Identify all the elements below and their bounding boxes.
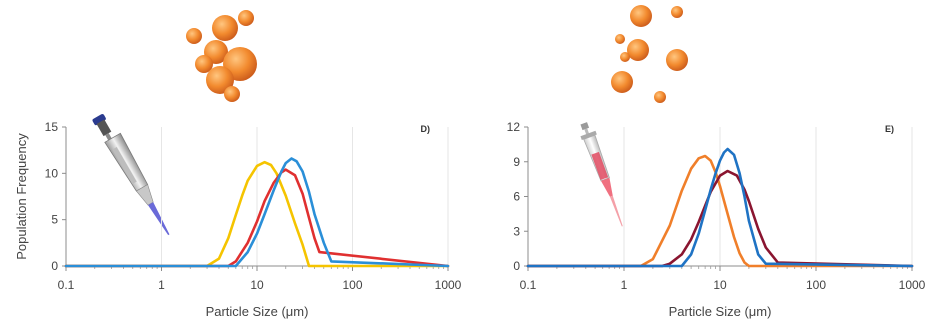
y-tick-label: 10 [45, 166, 59, 180]
y-tick-label: 5 [51, 213, 58, 227]
x-tick-label: 0.1 [58, 278, 75, 292]
y-tick-label: 0 [51, 259, 58, 273]
series-line-1 [526, 154, 914, 268]
series-line-3 [526, 147, 914, 268]
series-line-1 [64, 160, 450, 268]
grid-lines [527, 127, 913, 266]
y-tick-label: 12 [507, 120, 521, 134]
y-tick-label: 6 [513, 190, 520, 204]
agglomerated-particles-illustration [186, 10, 257, 102]
x-tick-label: 10 [250, 278, 264, 292]
x-tick-label: 100 [342, 278, 362, 292]
chart-panel-d: 0.1 1 10 100 1000 0 5 10 15 D) Particle Size (μm) P… [14, 120, 462, 319]
pipette-icon [92, 114, 170, 236]
y-axis-label: Population Frequency [14, 133, 29, 260]
x-axis-label: Particle Size (μm) [669, 304, 772, 319]
x-axis-label: Particle Size (μm) [206, 304, 309, 319]
panel-label: E) [885, 124, 894, 134]
x-tick-label: 1000 [435, 278, 462, 292]
x-tick-label: 10 [713, 278, 727, 292]
x-tick-label: 1000 [899, 278, 926, 292]
y-tick-label: 15 [45, 120, 59, 134]
series-line-3 [64, 157, 450, 268]
dispersed-particles-illustration [611, 5, 688, 103]
panel-label: D) [421, 124, 431, 134]
x-tick-label: 1 [158, 278, 165, 292]
x-tick-label: 100 [806, 278, 826, 292]
y-tick-label: 3 [513, 224, 520, 238]
y-tick-label: 9 [513, 155, 520, 169]
x-tick-label: 0.1 [520, 278, 537, 292]
pipette-icon [580, 122, 623, 227]
series-line-2 [526, 169, 914, 268]
y-tick-label: 0 [513, 259, 520, 273]
chart-panel-e: 0.1 1 10 100 1000 0 3 6 9 12 E) Particle Size (μm) [507, 120, 926, 319]
x-tick-label: 1 [621, 278, 628, 292]
